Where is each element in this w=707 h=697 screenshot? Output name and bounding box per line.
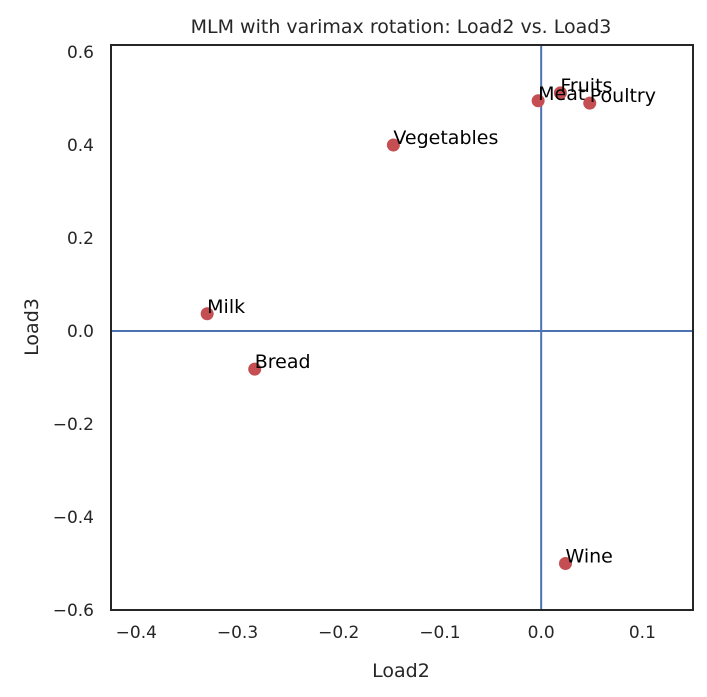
data-point-poultry [583,96,597,110]
y-tick-label: 0.0 [67,322,94,342]
data-point-fruits [553,86,567,100]
data-point-vegetables [386,138,400,152]
point-label-wine: Wine [565,545,612,567]
x-tick-label: 0.1 [629,623,656,643]
point-label-milk: Milk [207,296,245,318]
point-label-fruits: Fruits [560,75,612,97]
data-point-milk [200,307,214,321]
y-tick-label: 0.2 [67,229,94,249]
point-label-bread: Bread [255,351,311,373]
x-tick-label: −0.3 [217,623,258,643]
point-label-poultry: Poultry [590,85,656,107]
data-point-meat [531,94,545,108]
y-tick-label: 0.6 [67,43,94,63]
x-tick-label: −0.4 [116,623,157,643]
x-tick-label: −0.2 [318,623,359,643]
y-tick-label: −0.6 [53,601,94,621]
data-point-wine [558,556,572,570]
y-tick-label: 0.4 [67,136,94,156]
y-tick-label: −0.2 [53,415,94,435]
point-label-vegetables: Vegetables [393,127,498,149]
point-label-meat: Meat [538,83,585,105]
x-tick-label: 0.0 [528,623,555,643]
chart-title: MLM with varimax rotation: Load2 vs. Loa… [191,16,612,38]
data-point-bread [248,362,262,376]
x-axis-title: Load2 [372,660,430,682]
x-tick-label: −0.1 [419,623,460,643]
plot-frame [110,44,694,611]
y-tick-label: −0.4 [53,508,94,528]
y-axis-title: Load3 [21,298,43,356]
